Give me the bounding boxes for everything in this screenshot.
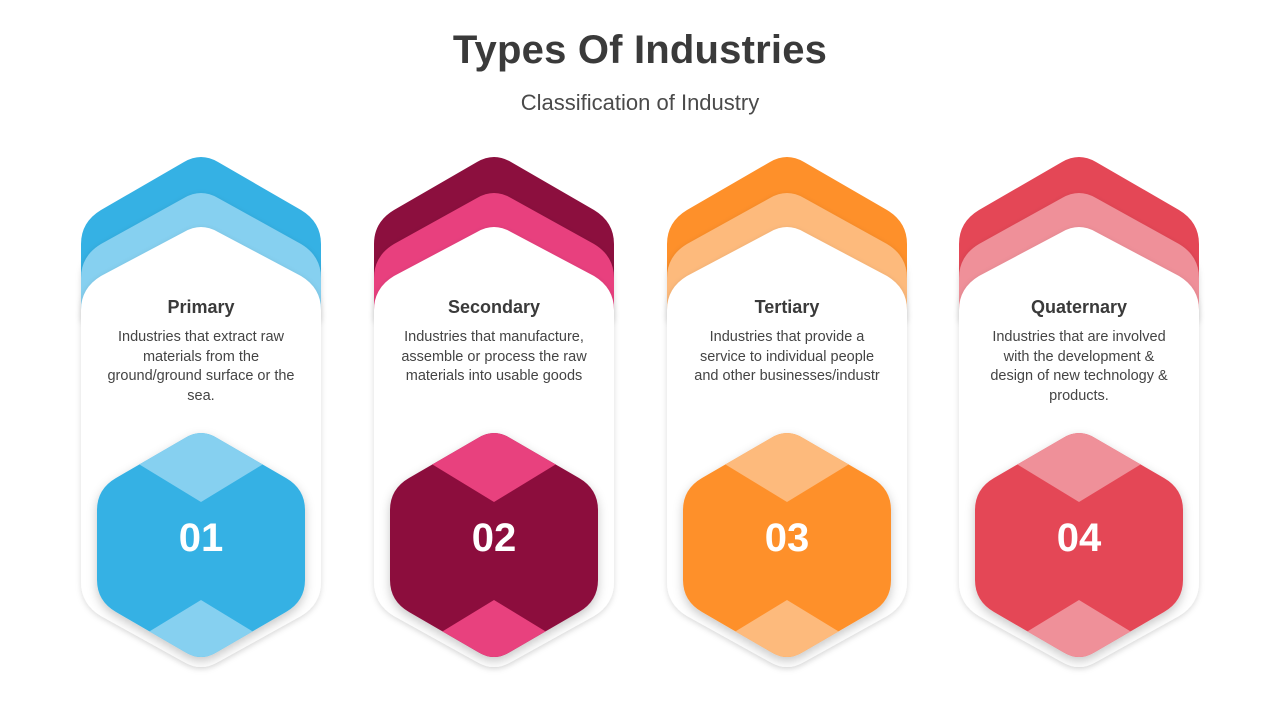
card-number: 01	[178, 516, 224, 560]
card-shape-secondary	[374, 157, 614, 667]
card-description: Industries that are involved with the de…	[990, 329, 1168, 404]
card-shape-primary	[81, 157, 321, 667]
hexagon-bottom-accent	[1015, 600, 1143, 657]
hexagon-bottom-accent	[430, 600, 558, 657]
hexagon-bottom-accent	[723, 600, 851, 657]
card-description: Industries that provide a service to ind…	[694, 329, 880, 384]
number-hexagon	[390, 433, 598, 657]
card-description: Industries that manufacture, assemble or…	[401, 329, 587, 384]
card-number: 03	[764, 516, 810, 560]
number-hexagon	[975, 433, 1183, 657]
hexagon-bottom-accent	[137, 600, 265, 657]
number-hexagon	[97, 433, 305, 657]
card-title: Quaternary	[1030, 297, 1128, 317]
card-number: 04	[1056, 516, 1102, 560]
page-subtitle: Classification of Industry	[520, 90, 760, 115]
card-shape-tertiary	[667, 157, 907, 667]
number-hexagon	[683, 433, 891, 657]
card-shape-quaternary	[959, 157, 1199, 667]
card-number: 02	[471, 516, 517, 560]
card-title: Secondary	[447, 297, 541, 317]
card-description: Industries that extract raw materials fr…	[107, 329, 295, 404]
industry-card-tertiary: Tertiary Industries that provide a servi…	[667, 150, 917, 680]
card-title: Primary	[167, 297, 235, 317]
industry-card-secondary: Secondary Industries that manufacture, a…	[374, 150, 624, 680]
industry-card-quaternary: Quaternary Industries that are involved …	[959, 150, 1209, 680]
industry-card-primary: Primary Industries that extract raw mate…	[81, 150, 331, 680]
page-title: Types Of Industries	[452, 28, 828, 72]
card-title: Tertiary	[754, 297, 820, 317]
